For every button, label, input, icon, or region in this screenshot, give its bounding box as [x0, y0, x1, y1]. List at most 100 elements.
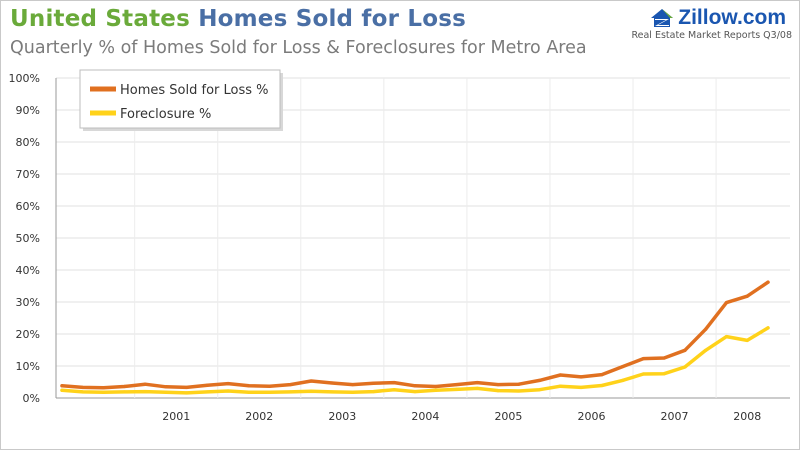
x-tick-label: 2007: [661, 410, 689, 423]
data-point: [309, 379, 313, 383]
data-point: [641, 372, 646, 376]
data-point: [704, 348, 708, 352]
data-point: [724, 301, 729, 305]
data-point: [60, 388, 64, 392]
data-point: [517, 389, 521, 393]
data-point: [766, 326, 770, 330]
data-point: [496, 389, 500, 393]
data-point: [724, 334, 729, 339]
y-tick-label: 40%: [16, 264, 40, 277]
data-point: [351, 390, 355, 394]
report-label: Real Estate Market Reports Q3/08: [631, 30, 792, 41]
data-point: [288, 390, 293, 394]
data-point: [205, 390, 209, 394]
data-point: [122, 390, 126, 394]
data-point: [641, 357, 646, 361]
data-point: [600, 373, 604, 377]
y-tick-label: 80%: [16, 136, 40, 149]
y-tick-label: 30%: [16, 296, 40, 309]
x-tick-label: 2008: [733, 410, 761, 423]
data-point: [475, 381, 479, 385]
y-tick-label: 0%: [23, 392, 40, 405]
title-topic: Homes Sold for Loss: [198, 6, 467, 32]
data-point: [247, 390, 251, 394]
data-point: [662, 356, 666, 360]
data-point: [184, 391, 189, 395]
brand-logo[interactable]: Zillow.com: [649, 6, 786, 30]
x-tick-label: 2002: [245, 410, 273, 423]
data-point: [579, 385, 583, 390]
y-tick-label: 10%: [16, 360, 40, 373]
y-tick-label: 60%: [16, 200, 40, 213]
data-point: [683, 348, 687, 352]
data-point: [454, 382, 459, 387]
grid-lines: [56, 77, 790, 399]
page-subtitle: Quarterly % of Homes Sold for Loss & For…: [10, 38, 587, 58]
x-tick-label: 2003: [328, 410, 356, 423]
x-tick-label: 2001: [162, 410, 190, 423]
data-point: [579, 375, 583, 379]
foreclosure-line: [60, 326, 770, 395]
data-point: [60, 384, 64, 388]
data-point: [101, 390, 106, 394]
data-point: [247, 384, 251, 388]
data-point: [226, 382, 230, 386]
series-lines: [60, 280, 770, 395]
legend-label: Foreclosure %: [120, 107, 211, 122]
homes-sold-for-loss-line: [60, 280, 770, 390]
data-point: [164, 390, 168, 394]
data-point: [745, 294, 749, 298]
data-point: [330, 381, 334, 385]
data-point: [205, 383, 209, 387]
data-point: [517, 382, 521, 386]
y-tick-label: 50%: [16, 232, 40, 245]
brand-block: Zillow.com Real Estate Market Reports Q3…: [622, 6, 792, 42]
data-point: [164, 385, 168, 389]
brand-name: Zillow.com: [678, 6, 786, 29]
data-point: [101, 386, 106, 390]
data-point: [143, 382, 147, 386]
x-tick-label: 2004: [411, 410, 439, 423]
y-tick-label: 100%: [9, 72, 40, 85]
data-point: [122, 384, 126, 389]
x-tick-label: 2006: [578, 410, 606, 423]
data-point: [454, 387, 459, 391]
page-title: United States Homes Sold for Loss: [10, 6, 466, 32]
data-point: [558, 384, 562, 388]
data-point: [330, 390, 334, 394]
data-point: [81, 385, 85, 390]
legend-label: Homes Sold for Loss %: [120, 83, 269, 98]
data-point: [621, 378, 625, 382]
data-point: [537, 378, 542, 382]
data-point: [81, 390, 85, 394]
data-point: [184, 385, 189, 390]
data-point: [226, 389, 230, 393]
x-tick-label: 2005: [494, 410, 522, 423]
data-point: [496, 382, 500, 387]
data-point: [704, 327, 708, 331]
legend-box: [79, 69, 281, 129]
data-point: [537, 388, 542, 392]
data-point: [475, 386, 479, 390]
data-point: [621, 365, 625, 369]
data-point: [413, 384, 417, 388]
y-tick-label: 70%: [16, 168, 40, 181]
data-point: [766, 280, 770, 284]
house-logo-icon: [651, 9, 674, 27]
data-point: [143, 390, 147, 394]
data-point: [268, 384, 272, 388]
y-tick-label: 90%: [16, 104, 40, 117]
data-point: [288, 382, 293, 387]
legend: Homes Sold for Loss % Foreclosure %: [79, 69, 283, 131]
data-point: [683, 365, 687, 369]
data-point: [434, 384, 438, 389]
data-point: [268, 390, 272, 394]
axes: 0% 10% 20% 30% 40% 50% 60% 70% 80% 90% 100% 2001 200…: [9, 72, 762, 423]
y-tick-label: 20%: [16, 328, 40, 341]
data-point: [351, 382, 355, 387]
data-point: [392, 381, 396, 385]
data-point: [413, 390, 417, 394]
data-point: [371, 390, 376, 394]
title-region: United States: [10, 6, 190, 32]
